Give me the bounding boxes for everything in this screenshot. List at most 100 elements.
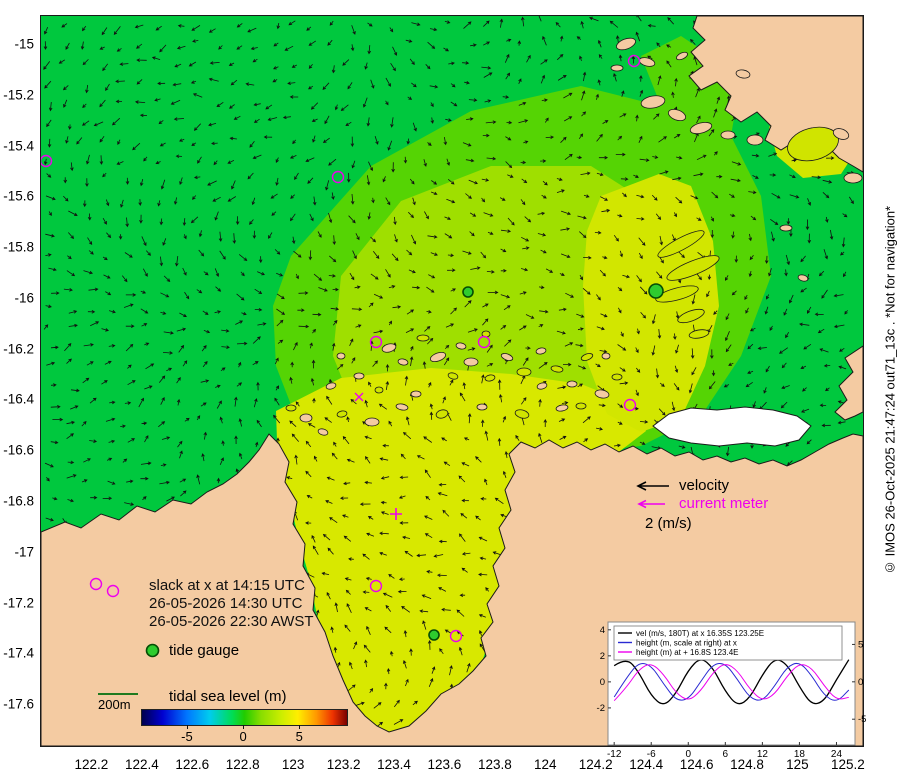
y-tick-label: -15.2 (3, 87, 34, 103)
colorbar-tick-label: 0 (239, 729, 247, 744)
current-meter-marker (41, 154, 53, 168)
legend-tide-gauge-label: tide gauge (169, 642, 240, 659)
island (536, 382, 548, 390)
inset-legend-label: vel (m/s, 180T) at x 16.35S 123.25E (636, 629, 764, 638)
inset-y-left-tick-label: 4 (600, 625, 605, 636)
island (720, 130, 736, 140)
inset-x-tick-label: 24 (831, 749, 843, 760)
y-tick-label: -16.6 (3, 442, 34, 458)
island (535, 347, 547, 355)
island (514, 409, 530, 419)
island (435, 409, 449, 419)
current-meter-marker (331, 170, 345, 184)
x-tick-label: 124.4 (629, 757, 664, 772)
island (429, 351, 447, 363)
current-meter-marker (477, 335, 491, 349)
island (601, 352, 611, 360)
legend-velocity-label: velocity (679, 477, 730, 494)
x-tick-label: 124.6 (679, 757, 714, 772)
y-tick-label: -16.2 (3, 341, 34, 357)
island (640, 95, 666, 109)
island (616, 37, 636, 51)
island (575, 402, 587, 410)
island (374, 386, 384, 394)
scale-bar (98, 693, 138, 695)
y-tick-label: -15.6 (3, 188, 34, 204)
current-meter-arrow-icon (637, 499, 665, 508)
island (555, 404, 569, 412)
scale-bar-label: 200m (98, 697, 131, 712)
legend-tide-gauge: tide gauge (144, 642, 239, 659)
slack-line-3: 26-05-2026 22:30 AWST (149, 613, 314, 630)
slack-x-marker (354, 392, 364, 402)
y-tick-label: -17 (14, 544, 34, 560)
inset-series-line (613, 662, 850, 701)
current-meter-marker (627, 54, 641, 68)
island (410, 390, 422, 398)
island (655, 285, 699, 303)
tide-gauge-icon (145, 643, 160, 658)
inset-x-tick-label: -6 (647, 749, 656, 760)
x-tick-label: 122.8 (225, 757, 260, 772)
island (416, 334, 430, 342)
colorbar-tick-label: -5 (181, 729, 193, 744)
inset-legend-label: height (m, scale at right) at x (636, 639, 737, 648)
y-tick-label: -16.4 (3, 391, 34, 407)
instrument-markers (41, 54, 664, 643)
current-meter-marker (369, 335, 383, 349)
current-meter-marker (106, 584, 120, 598)
x-tick-label: 123.8 (477, 757, 512, 772)
inset-x-tick-label: 18 (794, 749, 806, 760)
velocity-arrow-icon (636, 480, 669, 491)
island (299, 413, 313, 423)
island (484, 374, 496, 382)
y-tick-label: -15.8 (3, 239, 34, 255)
inset-y-left-tick-label: 2 (600, 651, 605, 662)
inset-y-right-tick-label: -5 (858, 714, 866, 725)
x-tick-label: 123.6 (427, 757, 462, 772)
island (667, 108, 687, 122)
island (611, 373, 623, 381)
inset-y-left-tick-label: 0 (600, 677, 605, 688)
island (610, 64, 624, 72)
colorbar-tick-label: 5 (295, 729, 303, 744)
colorbar-tick (299, 725, 301, 729)
inset-y-right-tick-label: 0 (858, 677, 863, 688)
inset-chart: -12 -6 0 6 12 18 24 4 2 0 -2 5 0 -5 vel (m/s, 180T) at… (592, 616, 876, 764)
y-tick-label: -17.6 (3, 696, 34, 712)
inset-series-line (613, 664, 849, 702)
inset-y-right-tick-label: 5 (858, 639, 863, 650)
legend-current-meter-label: current meter (679, 495, 769, 512)
island (325, 382, 337, 390)
island (285, 404, 297, 412)
island (397, 358, 409, 366)
inset-y-left-tick-label: -2 (597, 703, 605, 714)
slack-line-2: 26-05-2026 14:30 UTC (149, 595, 303, 612)
island (381, 343, 397, 353)
island (594, 389, 610, 399)
island (550, 365, 564, 373)
island (689, 121, 713, 135)
x-tick-label: 122.2 (74, 757, 109, 772)
latitude-axis: -15 -15.2 -15.4 -15.6 -15.8 -16 -16.2 -16.4 -16.… (0, 16, 37, 746)
island (516, 367, 532, 377)
plus-marker (390, 508, 402, 520)
x-tick-label: 123 (281, 757, 305, 772)
island (364, 417, 380, 427)
inset-legend-label: height (m) at + 16.8S 123.4E (636, 648, 739, 657)
longitude-axis: 122.2 122.4 122.6 122.8 123 123.2 123.4 123.6 12… (41, 757, 871, 777)
estuary-flats (652, 406, 812, 447)
x-tick-label: 124 (534, 757, 557, 772)
slack-line-1: slack at x at 14:15 UTC (149, 577, 305, 594)
colorbar-tick (186, 725, 188, 729)
island (455, 342, 467, 350)
tide-gauge-marker (428, 629, 440, 641)
island (353, 372, 365, 380)
inset-x-tick-label: 12 (757, 749, 769, 760)
x-tick-label: 123.2 (326, 757, 361, 772)
y-tick-label: -15.4 (3, 138, 34, 153)
inset-legend-box (613, 625, 843, 661)
x-tick-label: 124.8 (730, 757, 764, 772)
island (463, 357, 479, 367)
x-tick-label: 125 (786, 757, 809, 772)
